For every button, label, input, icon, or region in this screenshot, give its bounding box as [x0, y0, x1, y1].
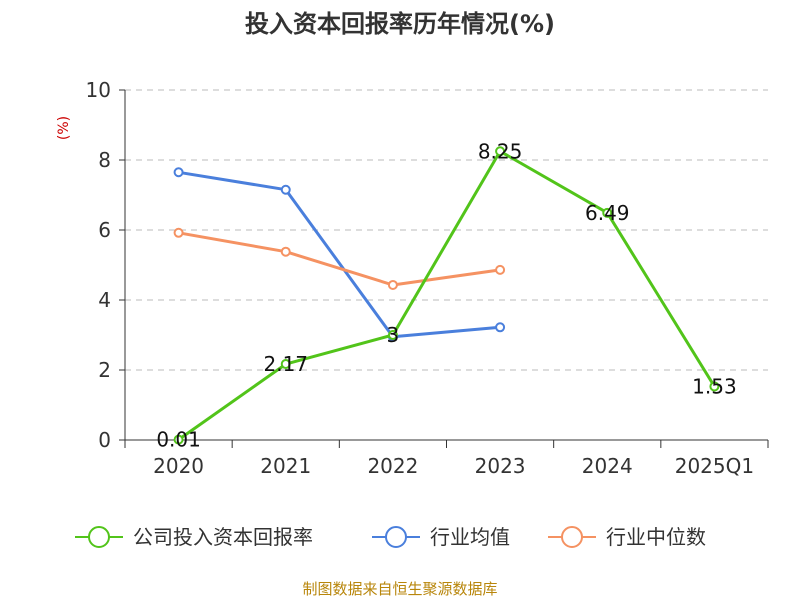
grid-lines [125, 89, 768, 371]
series-0-point-2020 [173, 434, 184, 445]
series-lines [173, 146, 720, 445]
legend-item-0: 公司投入资本回报率 [75, 525, 313, 549]
series-0 [173, 146, 720, 445]
data-label-2022: 3 [387, 323, 400, 347]
y-tick-label-8: 8 [98, 148, 111, 172]
data-label-2025Q1: 1.53 [692, 374, 737, 398]
legend-label-0: 公司投入资本回报率 [133, 525, 313, 549]
y-tick-label-0: 0 [98, 428, 111, 452]
x-tick-label-2025Q1: 2025Q1 [675, 454, 754, 478]
chart-title: 投入资本回报率历年情况(%) [245, 10, 555, 38]
y-tick-label-2: 2 [98, 358, 111, 382]
series-line-1 [178, 170, 501, 339]
series-2-point-2020 [173, 227, 184, 238]
series-0-point-2021 [280, 359, 291, 370]
x-tick-label-2022: 2022 [367, 454, 418, 478]
series-2-point-2022 [387, 279, 398, 290]
x-tick-label-2020: 2020 [153, 454, 204, 478]
series-0-point-2024 [602, 207, 613, 218]
data-label-2023: 8.25 [478, 139, 523, 163]
axes: 0 2 4 6 8 10 2020 2021 2022 2023 2024 2025Q1 [86, 78, 769, 478]
x-tick-label-2021: 2021 [260, 454, 311, 478]
legend-marker-2 [561, 526, 583, 548]
legend-marker-0 [88, 526, 110, 548]
series-0-point-2022 [387, 330, 398, 340]
series-1-point-2020 [173, 167, 184, 178]
x-tick-label-2024: 2024 [582, 454, 633, 478]
legend: 公司投入资本回报率 行业均值 行业中位数 [75, 525, 706, 549]
legend-label-2: 行业中位数 [606, 525, 706, 549]
legend-marker-1 [385, 526, 407, 548]
series-1-point-2023 [495, 322, 506, 333]
series-2 [173, 227, 506, 290]
legend-label-1: 行业均值 [430, 525, 510, 549]
data-label-2020: 0.01 [156, 428, 201, 452]
series-1-point-2021 [280, 184, 291, 195]
series-0-point-2025Q1 [709, 381, 720, 392]
data-label-2021: 2.17 [263, 352, 308, 376]
y-tick-label-4: 4 [98, 288, 111, 312]
y-axis-unit-label: (%) [56, 116, 72, 140]
series-2-point-2021 [280, 246, 291, 257]
series-line-2 [178, 231, 501, 287]
source-note: 制图数据来自恒生聚源数据库 [302, 580, 497, 598]
series-line-0 [177, 149, 716, 441]
series-1 [173, 167, 506, 342]
series-0-point-2023 [495, 146, 506, 157]
legend-item-1: 行业均值 [372, 525, 510, 549]
data-label-2024: 6.49 [585, 201, 630, 225]
series-2-point-2023 [495, 264, 506, 275]
y-tick-label-10: 10 [86, 78, 111, 102]
y-tick-label-6: 6 [98, 218, 111, 242]
x-tick-label-2023: 2023 [475, 454, 526, 478]
data-labels: 0.01 2.17 3 8.25 6.49 1.53 [156, 139, 736, 451]
legend-item-2: 行业中位数 [548, 525, 706, 549]
